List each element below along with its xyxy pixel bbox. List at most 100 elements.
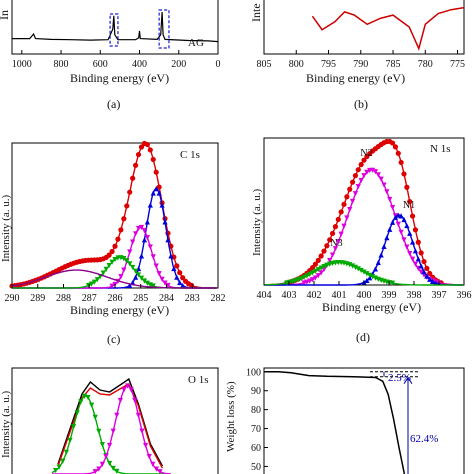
panel-c-series-2-point — [109, 283, 115, 289]
panel-c-series-3-point — [91, 279, 97, 285]
panel-c-series-1-point — [180, 282, 186, 289]
panel-d-series-0-point — [424, 265, 430, 271]
panel-e-series-3-point — [128, 387, 134, 393]
panel-c-series-2-point — [156, 271, 162, 277]
panel-c-series-1-line — [12, 187, 217, 289]
panel-e-series-2-point — [53, 467, 59, 474]
panel-a-xtick-label: 1000 — [12, 59, 32, 70]
panel-c-series-3-point — [112, 256, 118, 263]
caption-c: (c) — [107, 332, 120, 346]
panel-c-xtick-label: 288 — [56, 293, 71, 304]
panel-f-ylabel: Weight loss (%) — [225, 381, 237, 452]
panel-d-xtick-label: 402 — [307, 290, 322, 301]
panel-c-series-0-point — [156, 184, 162, 190]
panel-d-series-1-point — [435, 280, 441, 286]
panel-e-series-3-point — [117, 397, 123, 404]
caption-b: (b) — [354, 97, 368, 111]
panel-c-series-0-point — [109, 248, 115, 255]
panel-c-series-0-point — [130, 175, 136, 181]
panel-d-xtick-label: 400 — [357, 290, 372, 301]
panel-c-series-2-point — [144, 235, 150, 241]
panel-d-series-3-point — [307, 271, 313, 278]
panel-c-series-3-point — [121, 256, 127, 262]
panel-d-series-1-point — [401, 237, 407, 243]
panel-e-series-2-point — [74, 410, 80, 416]
panel-e-series-2-point — [110, 465, 116, 472]
panel-b-xlabel: Binding energy (eV) — [306, 71, 405, 85]
panel-d-series-2-point — [392, 214, 399, 220]
panel-e-series-2-point — [96, 428, 102, 435]
panel-c-plot: 290 289 288 287 286 285 284 283 282 — [5, 140, 226, 304]
panel-d-series-1-point — [395, 221, 401, 227]
panel-a-xlabel: Binding energy (eV) — [70, 71, 169, 85]
panel-d-series-0-point — [347, 186, 353, 192]
panel-c-series-1-point — [153, 186, 159, 192]
panel-d-series-3-point — [318, 265, 324, 271]
panel-a-xtick-label: 0 — [216, 59, 221, 70]
panel-c-xtick-label: 289 — [30, 293, 45, 304]
panel-d-xtick-label: 401 — [332, 290, 347, 301]
panel-c-series-2-point — [138, 224, 145, 231]
panel-d-series-1-point — [398, 229, 404, 235]
panel-c-series-0-point — [121, 216, 127, 222]
panel-d-series-0-point — [361, 157, 367, 163]
panel-d-peak-label: N1 — [403, 200, 415, 211]
panel-c-series-2-point — [162, 280, 168, 286]
panel-d-series-0-point — [349, 179, 356, 185]
panel-d-series-1-point — [332, 246, 339, 252]
panel-f-ytick-label: 50 — [251, 462, 261, 473]
panel-d-series-2-point — [421, 268, 427, 275]
panel-f-ytick-label: 80 — [251, 405, 261, 416]
panel-c-series-0-point — [174, 263, 180, 269]
panel-d-peak-label: N2 — [360, 148, 372, 159]
panel-d-series-3-point — [292, 278, 299, 284]
panel-d-series-2-point — [407, 230, 413, 236]
panel-d-series-0-point — [398, 159, 404, 166]
panel-d-series-3-point — [289, 279, 296, 285]
panel-d-series-1-point — [304, 279, 310, 285]
panel-d-series-0-point — [401, 171, 407, 177]
caption-a: (a) — [107, 97, 120, 111]
panel-d-series-3-point — [312, 268, 319, 274]
panel-d-series-0-point — [409, 213, 416, 219]
panel-d-series-1-point — [352, 191, 359, 197]
panel-d-series-0-point — [338, 209, 344, 215]
panel-c-series-3-point — [135, 272, 142, 278]
panel-d-series-1-point — [301, 280, 307, 286]
panel-c-xtick-label: 283 — [185, 293, 200, 304]
panel-b-frame — [263, 0, 465, 55]
panel-c-xtick-label: 285 — [133, 293, 148, 304]
panel-d-series-2-point — [398, 213, 404, 219]
panel-c-series-4-line — [11, 269, 217, 289]
panel-b-xtick-label: 790 — [353, 59, 368, 70]
panel-e-series-3-line — [52, 385, 171, 474]
panel-d-xtick-label: 396 — [457, 290, 472, 301]
panel-e-series-2-point — [67, 437, 73, 444]
panel-c-series-1-point — [162, 219, 168, 225]
panel-d-series-1-point — [329, 252, 336, 258]
panel-d-series-1-point — [309, 277, 316, 283]
panel-a-series-0-line — [12, 11, 219, 43]
panel-f-frame — [263, 367, 465, 474]
panel-e-series-3-point — [150, 461, 156, 467]
panel-d-series-0-point — [312, 261, 319, 267]
panel-d-series-0-point — [407, 199, 413, 205]
panel-d-series-3-point — [352, 264, 359, 270]
panel-d-series-2-point — [387, 226, 393, 232]
panel-f-loss-arrowhead — [403, 376, 413, 384]
panel-d-series-1-point — [372, 169, 379, 175]
panel-d-series-3-point — [309, 270, 316, 276]
panel-e-plot — [51, 377, 171, 474]
panel-f-plot: 100 90 80 70 60 50 — [246, 367, 420, 474]
panel-c-series-3-point — [94, 277, 100, 283]
panel-d-series-2-point — [409, 239, 416, 245]
panel-d-series-1-point — [321, 266, 327, 273]
panel-c-series-0-point — [135, 151, 142, 158]
panel-c-series-0-line — [11, 142, 217, 289]
panel-d-series-3-point — [327, 261, 333, 267]
panel-d-series-0-point — [341, 201, 347, 207]
panel-d-series-2-point — [424, 273, 430, 279]
panel-d-series-0-point — [355, 167, 361, 173]
panel-c-frame — [11, 142, 219, 289]
panel-d-series-1-point — [312, 275, 319, 281]
